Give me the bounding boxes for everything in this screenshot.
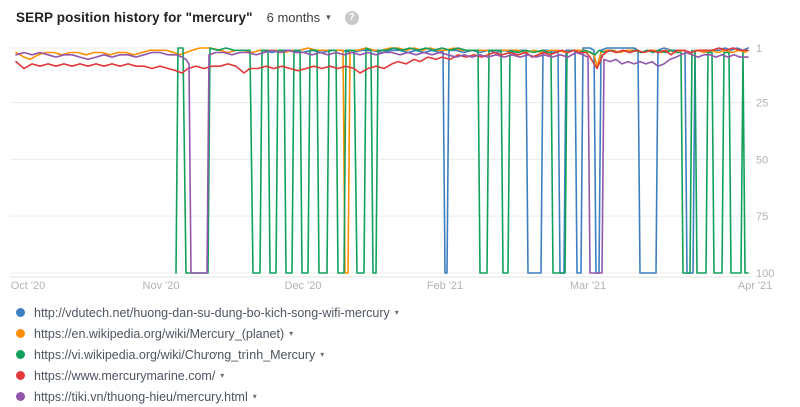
legend-item-vdutech[interactable]: http://vdutech.net/huong-dan-su-dung-bo-…: [16, 302, 399, 323]
date-range-label: 6 months: [266, 10, 321, 25]
y-axis-tick-label: 25: [756, 98, 768, 110]
x-axis-tick-label: Dec '20: [285, 280, 322, 292]
x-axis-tick-label: Feb '21: [427, 280, 463, 292]
series-line: [261, 47, 749, 274]
chevron-down-icon: ▾: [394, 308, 399, 317]
series-color-dot: [16, 392, 25, 401]
y-axis-tick-label: 100: [756, 268, 774, 280]
series-line: [15, 49, 749, 274]
chevron-down-icon: ▾: [326, 12, 331, 22]
x-axis-tick-label: Mar '21: [570, 280, 606, 292]
x-axis-tick-label: Apr '21: [738, 280, 773, 292]
series-color-dot: [16, 308, 25, 317]
chart-header: SERP position history for "mercury" 6 mo…: [16, 10, 359, 25]
date-range-dropdown[interactable]: 6 months ▾: [267, 10, 331, 25]
y-axis-tick-label: 75: [756, 211, 768, 223]
legend-item-en-wikipedia[interactable]: https://en.wikipedia.org/wiki/Mercury_(p…: [16, 323, 399, 344]
series-color-dot: [16, 350, 25, 359]
help-icon[interactable]: ?: [344, 10, 359, 25]
chart-canvas: 1 25 50 75 100 Oct '20 Nov '20 Dec '20 Feb '21 Ma…: [10, 43, 774, 292]
chevron-down-icon: ▾: [220, 371, 225, 380]
legend-item-tiki[interactable]: https://tiki.vn/thuong-hieu/mercury.html…: [16, 386, 399, 407]
legend-url[interactable]: http://vdutech.net/huong-dan-su-dung-bo-…: [34, 305, 390, 320]
chevron-down-icon: ▾: [320, 350, 325, 359]
y-axis-tick-label: 50: [756, 154, 768, 166]
legend-url[interactable]: https://www.mercurymarine.com/: [34, 368, 216, 383]
legend-url[interactable]: https://en.wikipedia.org/wiki/Mercury_(p…: [34, 326, 285, 341]
series-line: [15, 47, 749, 74]
chevron-down-icon: ▾: [289, 329, 294, 338]
chevron-down-icon: ▾: [252, 392, 257, 401]
series-color-dot: [16, 371, 25, 380]
legend-item-mercurymarine[interactable]: https://www.mercurymarine.com/ ▾: [16, 365, 399, 386]
x-axis-tick-label: Oct '20: [11, 280, 46, 292]
serp-position-chart: 1 25 50 75 100 Oct '20 Nov '20 Dec '20 Feb '21 Ma…: [10, 43, 774, 292]
legend-item-vi-wikipedia[interactable]: https://vi.wikipedia.org/wiki/Chương_trì…: [16, 344, 399, 365]
legend-url[interactable]: https://tiki.vn/thuong-hieu/mercury.html: [34, 389, 248, 404]
series-line: [175, 47, 749, 274]
y-axis-tick-label: 1: [756, 43, 762, 55]
x-axis-tick-label: Nov '20: [143, 280, 180, 292]
legend-url[interactable]: https://vi.wikipedia.org/wiki/Chương_trì…: [34, 347, 316, 362]
page-title: SERP position history for "mercury": [16, 10, 253, 25]
legend: http://vdutech.net/huong-dan-su-dung-bo-…: [16, 302, 399, 407]
series-color-dot: [16, 329, 25, 338]
